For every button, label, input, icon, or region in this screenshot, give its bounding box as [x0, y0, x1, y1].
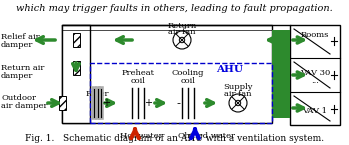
Text: +: + [144, 98, 152, 108]
Bar [62, 25, 90, 123]
Text: air damper: air damper [1, 102, 47, 110]
Text: air fan: air fan [224, 90, 252, 98]
Text: AHU: AHU [216, 65, 244, 74]
Text: coil: coil [131, 77, 146, 85]
Text: Cooling: Cooling [172, 69, 204, 77]
Text: ...: ... [311, 77, 319, 85]
Text: Filter: Filter [86, 90, 109, 98]
Text: VAV 30: VAV 30 [300, 69, 330, 77]
Text: which may trigger faults in others, leading to fault propagation.: which may trigger faults in others, lead… [16, 4, 333, 13]
Bar [62, 25, 272, 123]
Text: -: - [176, 98, 180, 108]
Text: damper: damper [1, 41, 34, 49]
Text: Return air: Return air [1, 64, 44, 72]
Text: +: + [103, 98, 111, 108]
Text: damper: damper [1, 72, 34, 80]
Bar [73, 33, 80, 47]
Bar [272, 30, 290, 118]
Text: coil: coil [180, 77, 195, 85]
Text: Rooms: Rooms [301, 31, 329, 39]
Text: Outdoor: Outdoor [1, 94, 36, 102]
Bar [73, 61, 80, 75]
Text: Preheat: Preheat [121, 69, 155, 77]
Bar [290, 25, 340, 125]
Text: Fig. 1.   Schematic diagram of an AHU with a ventilation system.: Fig. 1. Schematic diagram of an AHU with… [25, 134, 324, 143]
Text: Relief air: Relief air [1, 33, 40, 41]
Text: VAV 1: VAV 1 [303, 107, 327, 115]
Text: Hot water: Hot water [120, 132, 163, 140]
Text: Return: Return [168, 22, 196, 30]
Bar [59, 96, 66, 110]
Text: Supply: Supply [223, 83, 253, 91]
Bar [90, 63, 272, 123]
Text: air fan: air fan [168, 28, 196, 36]
Text: Chilled water: Chilled water [178, 132, 235, 140]
